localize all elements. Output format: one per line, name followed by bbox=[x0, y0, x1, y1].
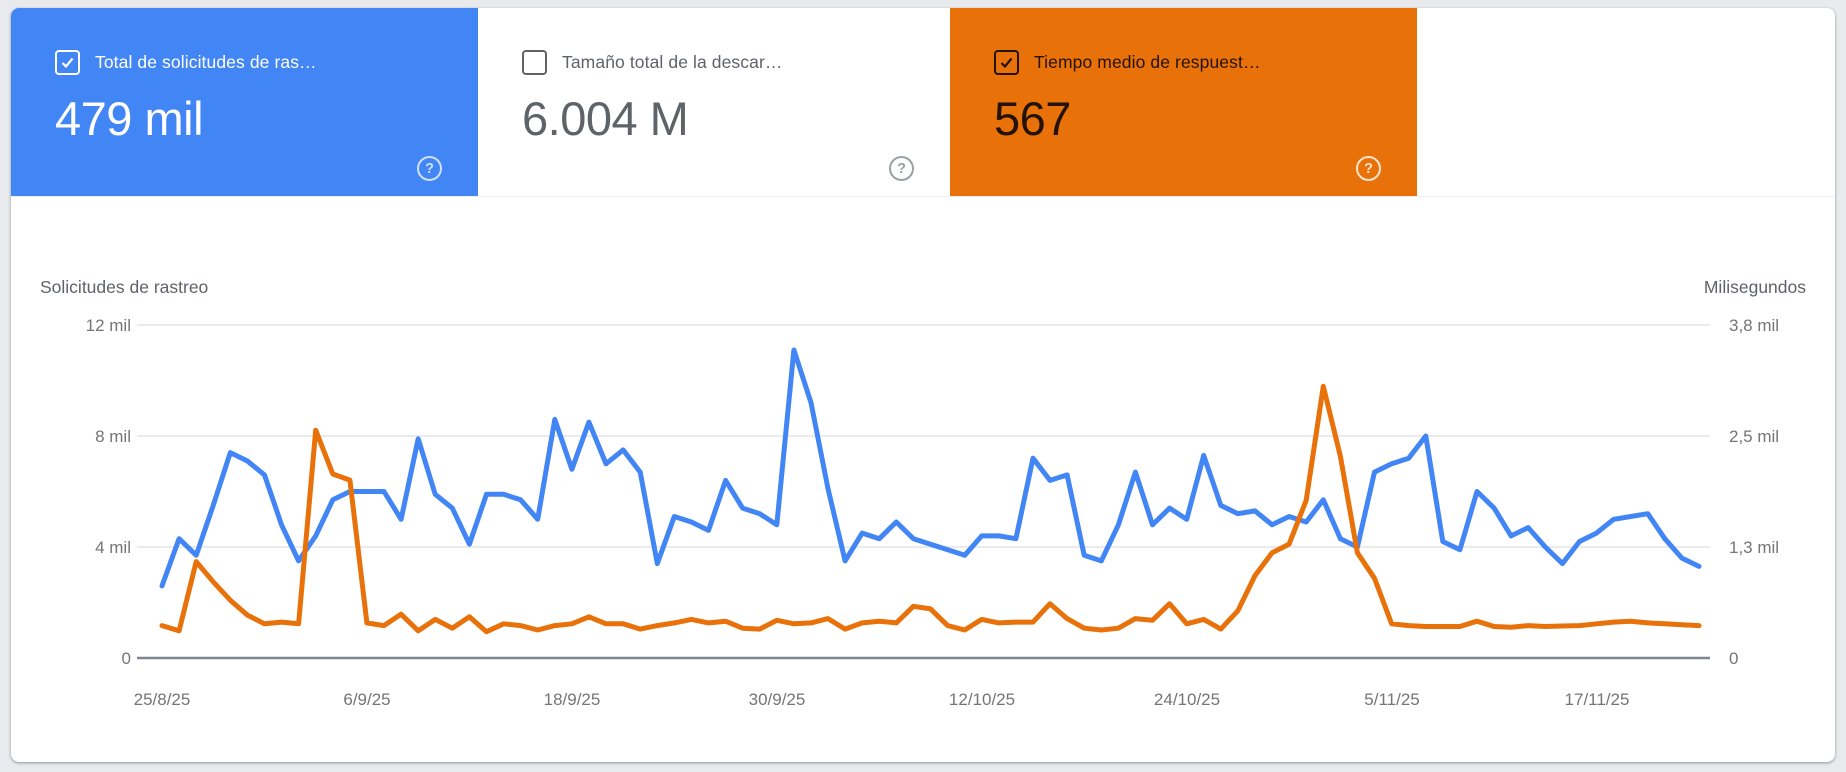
help-icon[interactable]: ? bbox=[1356, 156, 1381, 181]
gridlines bbox=[137, 324, 1710, 660]
tile-total-download-size[interactable]: Tamaño total de la descar… 6.004 M ? bbox=[478, 8, 950, 196]
crawl-requests-checkbox[interactable] bbox=[55, 50, 80, 75]
left-axis-ticks: 12 mil 8 mil 4 mil 0 bbox=[86, 316, 131, 668]
download-size-checkbox[interactable] bbox=[522, 50, 547, 75]
tile-value: 6.004 M bbox=[522, 92, 689, 145]
left-axis-title: Solicitudes de rastreo bbox=[40, 277, 208, 297]
x-tick-25-8: 25/8/25 bbox=[134, 690, 191, 709]
right-axis-title: Milisegundos bbox=[1704, 277, 1806, 297]
left-tick-0: 0 bbox=[122, 649, 131, 668]
right-tick-1p3mil: 1,3 mil bbox=[1729, 538, 1779, 557]
right-tick-2p5mil: 2,5 mil bbox=[1729, 427, 1779, 446]
tiles-row-spacer bbox=[1417, 8, 1835, 196]
tile-value: 567 bbox=[994, 92, 1071, 145]
help-icon[interactable]: ? bbox=[889, 156, 914, 181]
x-tick-12-10: 12/10/25 bbox=[949, 690, 1015, 709]
tile-value: 479 mil bbox=[55, 92, 204, 145]
right-tick-3p8mil: 3,8 mil bbox=[1729, 316, 1779, 335]
chart-series bbox=[159, 347, 1702, 635]
x-axis-ticks: 25/8/25 6/9/25 18/9/25 30/9/25 12/10/25 … bbox=[134, 690, 1630, 709]
right-axis-ticks: 3,8 mil 2,5 mil 1,3 mil 0 bbox=[1729, 316, 1779, 668]
x-tick-17-11: 17/11/25 bbox=[1565, 690, 1630, 709]
x-tick-5-11: 5/11/25 bbox=[1364, 690, 1419, 709]
dual-axis-line-chart: Solicitudes de rastreo Milisegundos 12 m… bbox=[40, 277, 1806, 709]
x-tick-6-9: 6/9/25 bbox=[343, 690, 390, 709]
metric-tiles-row: Total de solicitudes de ras… 479 mil ? T… bbox=[11, 8, 1835, 197]
x-tick-24-10: 24/10/25 bbox=[1154, 690, 1220, 709]
left-tick-4mil: 4 mil bbox=[95, 538, 131, 557]
crawl-chart: Solicitudes de rastreo Milisegundos 12 m… bbox=[11, 197, 1835, 762]
checkmark-icon bbox=[1000, 57, 1013, 69]
right-tick-0: 0 bbox=[1729, 649, 1738, 668]
x-tick-18-9: 18/9/25 bbox=[544, 690, 601, 709]
response-time-checkbox[interactable] bbox=[994, 50, 1019, 75]
response-time-line[interactable] bbox=[159, 383, 1702, 635]
tile-label: Tamaño total de la descar… bbox=[562, 52, 783, 72]
crawl-stats-panel: Total de solicitudes de ras… 479 mil ? T… bbox=[11, 8, 1835, 762]
x-tick-30-9: 30/9/25 bbox=[749, 690, 806, 709]
tile-total-crawl-requests[interactable]: Total de solicitudes de ras… 479 mil ? bbox=[11, 8, 478, 196]
crawl-requests-line[interactable] bbox=[159, 347, 1702, 589]
tile-average-response-time[interactable]: Tiempo medio de respuest… 567 ? bbox=[950, 8, 1417, 196]
tile-label: Total de solicitudes de ras… bbox=[95, 52, 317, 72]
left-tick-12mil: 12 mil bbox=[86, 316, 131, 335]
tile-label: Tiempo medio de respuest… bbox=[1034, 52, 1261, 72]
left-tick-8mil: 8 mil bbox=[95, 427, 131, 446]
help-icon[interactable]: ? bbox=[417, 156, 442, 181]
checkmark-icon bbox=[61, 57, 74, 69]
